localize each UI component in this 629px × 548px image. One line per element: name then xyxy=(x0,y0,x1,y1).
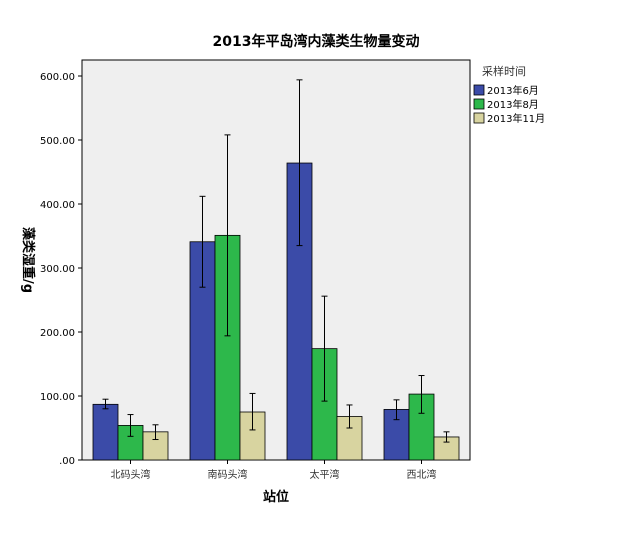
legend-swatch xyxy=(473,112,485,124)
legend-swatch xyxy=(473,84,485,96)
x-axis-label: 站位 xyxy=(263,489,289,505)
y-tick-label: 200.00 xyxy=(40,328,75,339)
y-axis-label: 藻类湿重/g xyxy=(20,227,36,293)
y-tick-label: 100.00 xyxy=(40,392,75,403)
y-tick-label: .00 xyxy=(59,456,75,467)
x-tick-label: 西北湾 xyxy=(407,468,437,481)
y-tick-label: 600.00 xyxy=(40,72,75,83)
y-tick-label: 400.00 xyxy=(40,200,75,211)
y-tick-label: 300.00 xyxy=(40,264,75,275)
bar xyxy=(92,403,119,461)
y-tick-label: 500.00 xyxy=(40,136,75,147)
legend-entry: 2013年11月 xyxy=(487,112,545,125)
axes-layer: .00 100.00 200.00 300.00 400.00 500.00 600.00 北… xyxy=(40,72,437,481)
chart-title: 2013年平岛湾内藻类生物量变动 xyxy=(213,33,420,50)
legend-swatch xyxy=(473,98,485,110)
x-tick-label: 北码头湾 xyxy=(111,468,151,481)
x-tick-label: 南码头湾 xyxy=(208,468,248,481)
plot-area xyxy=(81,59,471,461)
legend-title: 采样时间 xyxy=(482,64,526,78)
x-tick-label: 太平湾 xyxy=(310,468,340,481)
legend-entry: 2013年8月 xyxy=(487,98,539,111)
legend-entry: 2013年6月 xyxy=(487,84,539,97)
